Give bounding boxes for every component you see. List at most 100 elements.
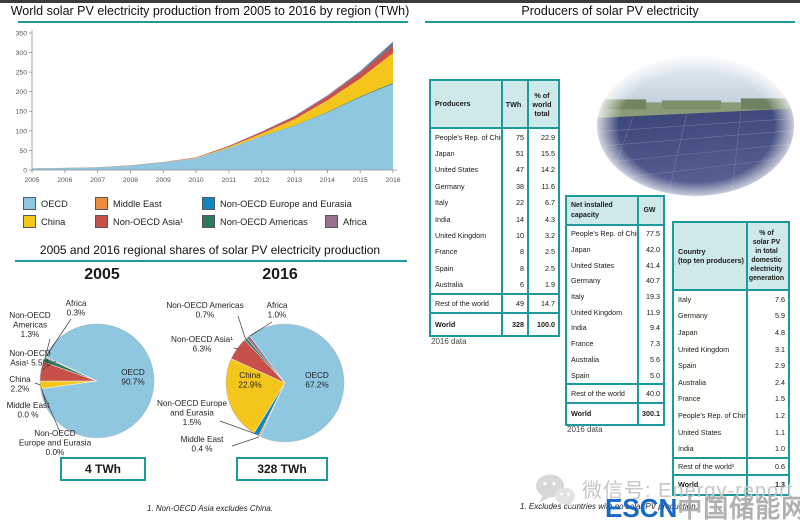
table-row: Italy 19.3 [567,288,663,305]
footnote-left: 1. Non-OECD Asia excludes China. [147,504,273,513]
table-cell: 4.3 [545,214,555,224]
table-cell: Italy [674,291,748,308]
table-cell: 7.3 [650,339,660,349]
table-cell: United States [431,161,503,179]
table-cell: 9.4 [650,323,660,333]
table-cell: 1.9 [545,280,555,290]
pie-chart-2016: Middle East 0.4 % Non-OECD Europe and Euras… [157,301,345,454]
table-cell: United States [567,257,639,274]
table-cell: United States [674,423,748,441]
pie-slice-label: Non-OECD Asia¹ 5.5% [9,349,50,368]
table-cell: 22 [503,194,529,211]
table-cell: 42.0 [646,245,660,255]
area-series-china [32,53,393,169]
x-tick-label: 2016 [385,177,400,184]
x-tick-label: 2011 [222,177,237,184]
pie-label-leader [44,338,51,359]
table-row: United Kingdom 10 3.2 [431,227,558,244]
table-subtotal-row: Rest of the world¹ 0.6 [674,456,788,476]
legend-item-non-oecd-europe-and-eurasia: Non-OECD Europe and Eurasia [202,197,352,210]
table-cell: 1.3 [775,480,785,490]
pie-label-leader [219,420,257,435]
wechat-icon [536,474,575,508]
x-tick-label: 2014 [320,177,335,184]
table-row: Japan 51 15.5 [431,145,558,162]
y-tick-label: 250 [16,70,28,77]
table-cell: 14.2 [541,165,555,175]
pie-slice-label: China 22.9% [238,371,261,390]
table-row: Germany 5.9 [674,307,788,325]
table-cell: Australia [567,351,639,368]
pie-label-leader [41,387,47,405]
pie-slice-label: Non-OECD Asia¹ 6.3% [171,335,233,354]
table-cell: Spain [674,357,748,374]
table-cell: Germany [567,273,639,289]
pie-label-leader [46,318,72,356]
table-total-row: World 328 100.0 [431,313,558,335]
pie-slice-oecd [40,323,155,439]
column-header: Producers [431,81,503,127]
table-cell: 1.5 [775,394,785,404]
x-tick-label: 2013 [287,177,302,184]
pie-slice-label: Non-OECD Americas 1.3% [9,311,50,339]
table-cell: 2.5 [545,247,555,257]
table-cell: 40.7 [646,276,660,286]
table-cell: 2.4 [775,377,785,387]
table-cell: 5.0 [650,370,660,380]
legend-label: Non-OECD Americas [220,216,308,227]
table-cell: 51 [503,145,529,162]
table-cell: 8 [503,243,529,261]
pie-slice-label: Middle East 0.4 % [181,435,225,454]
pie-slice-label: Non-OECD Americas 0.7% [166,301,243,320]
table-cell: 5.6 [650,354,660,364]
legend-label: Non-OECD Europe and Eurasia [220,198,352,209]
table-row: United States 1.1 [674,423,788,441]
table-cell: Rest of the world¹ [674,458,748,474]
table-cell: 328 [503,313,529,335]
table2-note: 2016 data [567,425,603,434]
table-cell: 2.5 [545,263,555,273]
area-chart-title: World solar PV electricity production fr… [10,4,410,18]
pie-slice-label: Middle East 0.0 % [7,401,51,420]
table-cell: 40.0 [646,388,660,398]
top-edge-line [0,0,800,3]
pie-label-leader [231,436,260,447]
x-tick-label: 2006 [57,177,72,184]
domestic-share-table: Country (top ten producers)% of solar PV… [672,221,790,496]
table-cell: 100.0 [537,319,555,329]
legend-swatch [95,215,108,228]
table-row: People's Rep. of China 75 22.9 [431,129,558,146]
x-tick-label: 2007 [90,177,105,184]
total-box-2005: 4 TWh [60,457,146,481]
table-cell: 14.7 [541,298,555,308]
table-total-row: World 1.3 [674,475,788,494]
x-tick-label: 2015 [353,177,368,184]
table-cell: United Kingdom [674,340,748,358]
table-row: India 9.4 [567,320,663,336]
table-cell: 1.1 [775,427,785,437]
y-tick-label: 350 [16,30,28,37]
x-tick-label: 2008 [123,177,138,184]
pie-slice-label: Non-OECD Europe and Eurasia 0.0% [19,429,92,457]
pie-2016-heading: 2016 [262,266,298,283]
table-cell: 19.3 [646,292,660,302]
legend-swatch [23,215,36,228]
column-header: Net installed capacity [567,197,639,224]
table-subtotal-row: Rest of the world 40.0 [567,382,663,404]
table-cell: 2.9 [775,361,785,371]
y-tick-label: 150 [16,109,28,116]
legend-item-oecd: OECD [23,197,68,210]
column-header: % of solar PV in total domestic electric… [748,230,785,282]
table-cell: 3.1 [775,344,785,354]
table-cell: India [567,320,639,336]
table-cell: 47 [503,161,529,179]
table-header-row: Net installed capacity GW [567,197,663,226]
table-cell: People's Rep. of China [674,407,748,424]
legend-swatch [95,197,108,210]
table-cell: 77.5 [646,229,660,239]
table-total-row: World 300.1 [567,403,663,424]
x-tick-label: 2009 [156,177,171,184]
table-row: Japan 4.8 [674,324,788,341]
table-cell: United Kingdom [431,227,503,244]
table-row: Australia 6 1.9 [431,276,558,293]
